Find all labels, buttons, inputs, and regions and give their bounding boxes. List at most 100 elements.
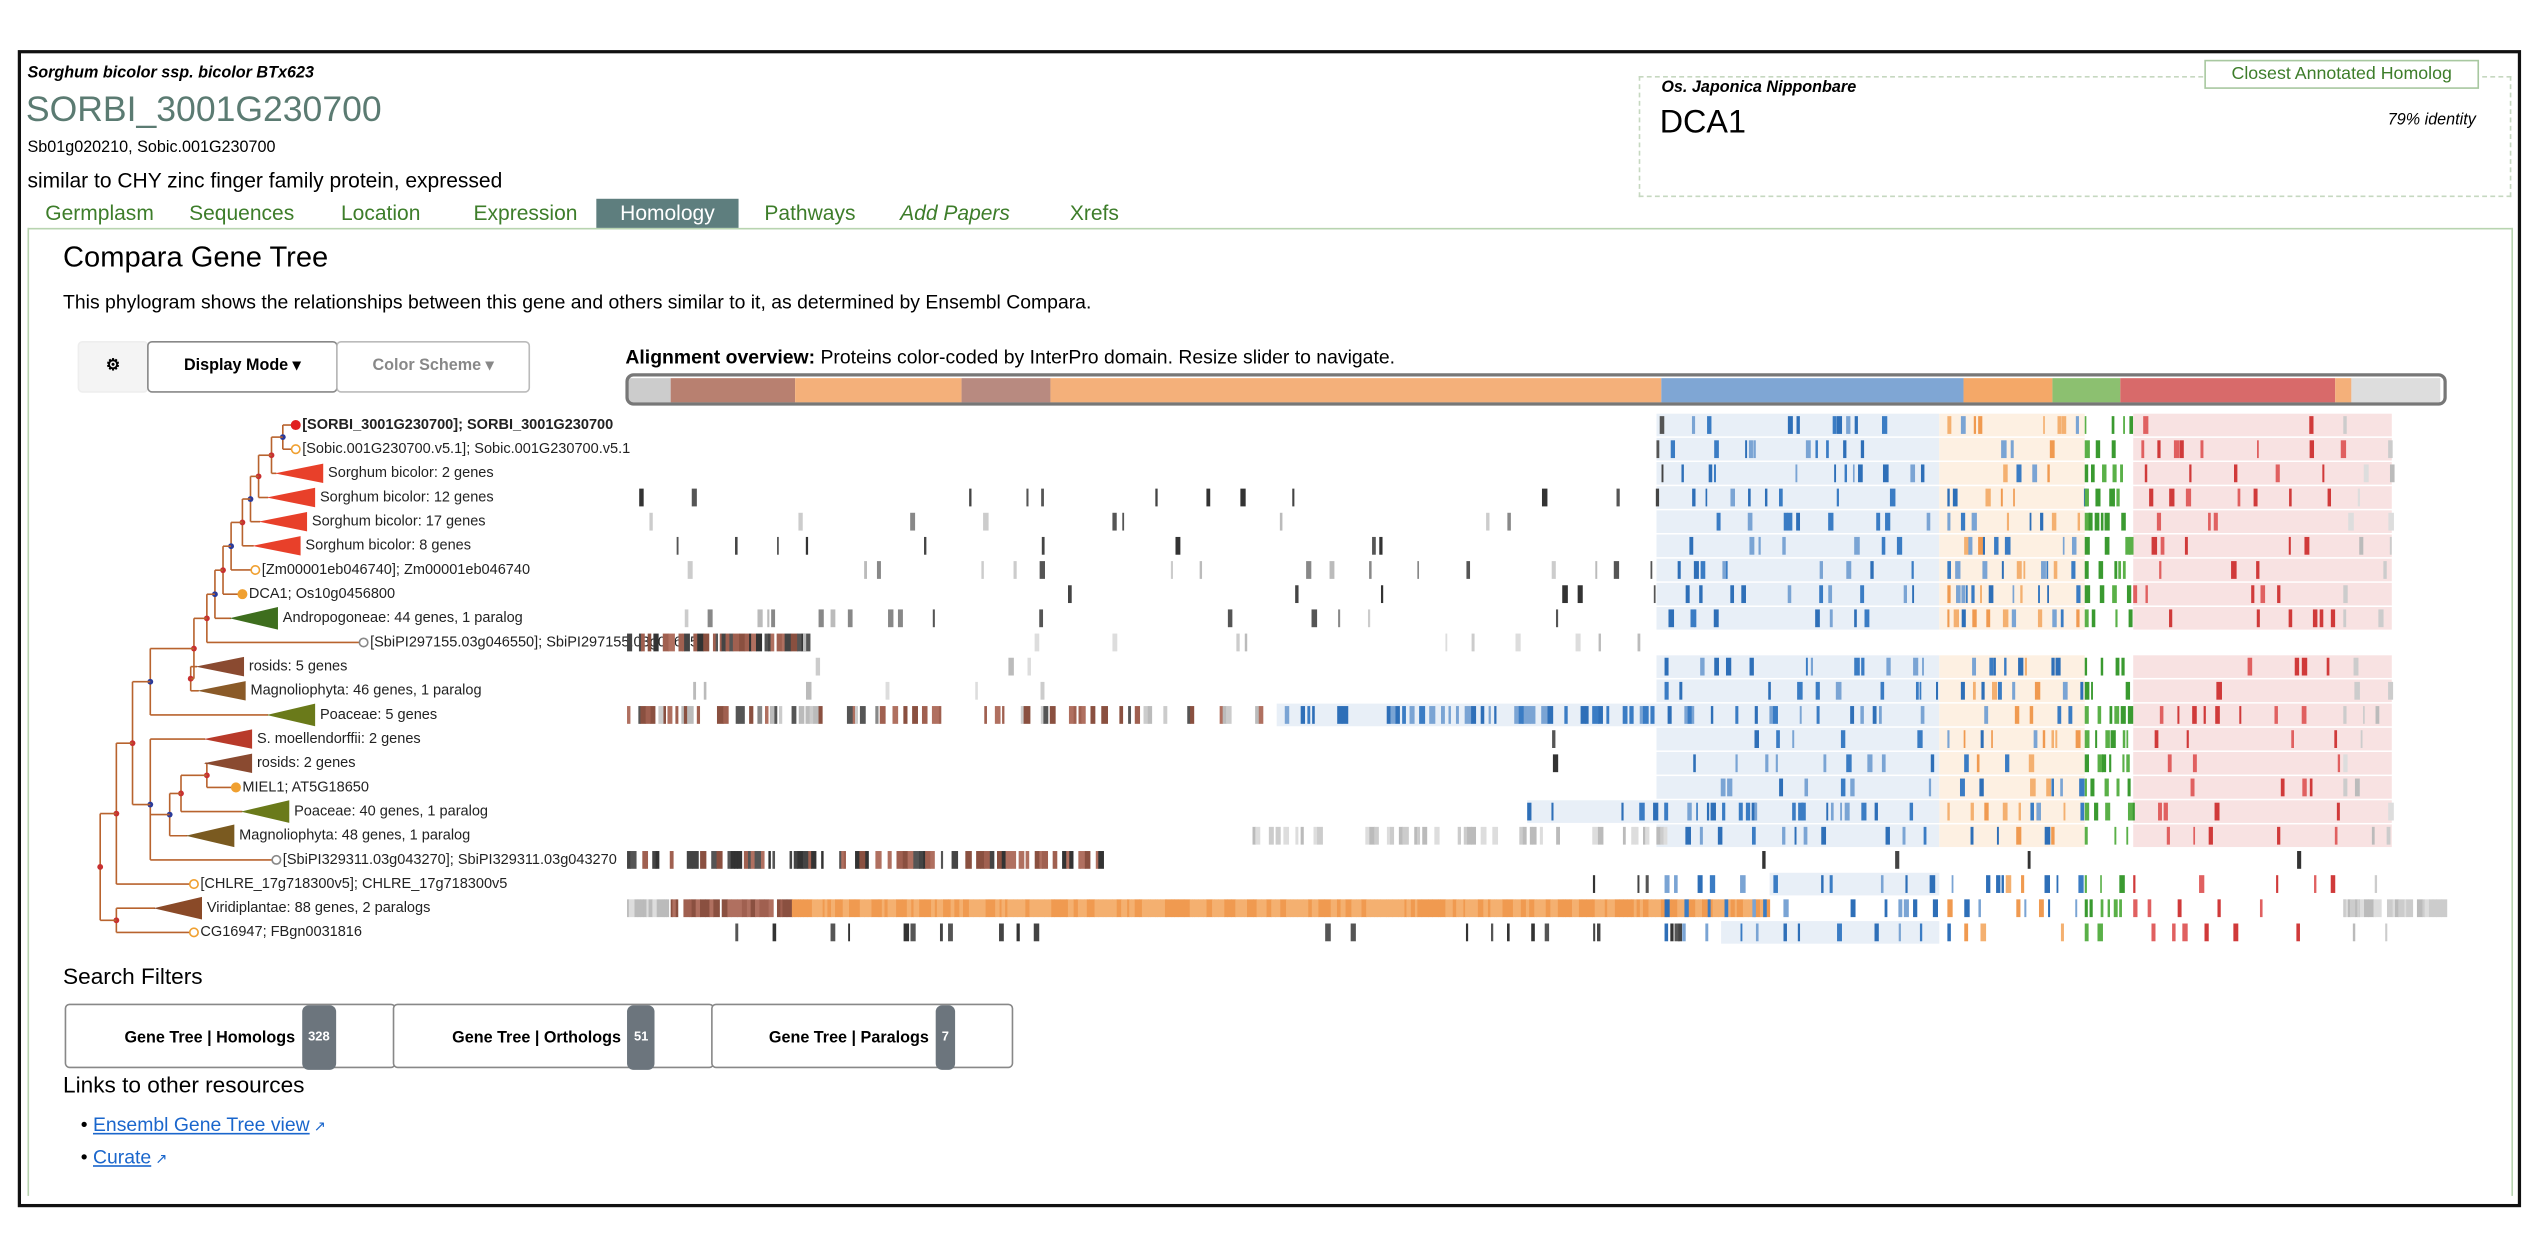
alignment-block (1429, 706, 1436, 724)
alignment-block (2051, 730, 2055, 748)
alignment-block (1066, 851, 1070, 869)
filter-name: Gene Tree | Paralogs (768, 1029, 929, 1048)
alignment-block (1577, 585, 1583, 604)
tab[interactable]: Expression (473, 200, 578, 225)
alignment-background (1939, 800, 2085, 823)
alignment-background (1939, 462, 2085, 485)
link[interactable]: Curate (92, 1145, 152, 1169)
alignment-block (1980, 730, 1984, 748)
alignment-block (1881, 754, 1886, 773)
alignment-block (1685, 826, 1692, 845)
alignment-block (1292, 899, 1298, 918)
alignment-block (1910, 464, 1916, 483)
alignment-block (2363, 464, 2369, 483)
alignment-block (666, 899, 670, 918)
alignment-block (1700, 657, 1705, 676)
link[interactable]: Ensembl Gene Tree view (92, 1113, 310, 1137)
alignment-block (1996, 826, 1999, 845)
tab[interactable]: Add Papers (900, 200, 1010, 225)
link-item: • Curate ↗ (81, 1146, 168, 1169)
alignment-block (719, 633, 723, 652)
alignment-block (1754, 802, 1758, 821)
alignment-block (2233, 464, 2238, 483)
alignment-background (2133, 800, 2392, 823)
alignment-block (749, 706, 754, 724)
alignment-block (1486, 512, 1490, 531)
alignment-block (1515, 899, 1522, 918)
alignment-block (1034, 633, 1040, 652)
alignment-block (1773, 875, 1778, 893)
alignment-block (1835, 681, 1842, 700)
alignment-block (1699, 585, 1703, 604)
alignment-block (1852, 464, 1855, 483)
alignment-block (1020, 706, 1025, 724)
alignment-background (1527, 800, 1940, 823)
alignment-block (831, 899, 836, 918)
alignment-block (1077, 899, 1082, 918)
alignment-block (1972, 609, 1977, 628)
alignment-block (1507, 512, 1511, 531)
alignment-block (1001, 899, 1006, 918)
tab[interactable]: Location (340, 200, 421, 225)
alignment-block (1557, 899, 1564, 918)
bullet: • (80, 1113, 93, 1137)
tab[interactable]: Sequences (189, 200, 295, 225)
color-scheme-button[interactable]: Color Scheme ▾ (336, 340, 531, 393)
alignment-block (1970, 826, 1974, 845)
alignment-block (1854, 536, 1860, 555)
filter-button[interactable]: Gene Tree | Paralogs 7 (711, 1003, 1014, 1070)
alignment-block (2173, 440, 2180, 459)
alignment-block (1466, 561, 1471, 579)
alignment-block (1664, 875, 1670, 893)
alignment-block (1116, 899, 1122, 918)
display-mode-button[interactable]: Display Mode ▾ (147, 340, 338, 393)
tab[interactable]: Pathways (764, 200, 856, 225)
alignment-block (716, 851, 723, 869)
alignment-block (2398, 899, 2405, 918)
alignment-block (1529, 826, 1533, 845)
alignment-background (1656, 462, 1940, 485)
alignment-block (652, 899, 658, 918)
alignment-block (1678, 923, 1683, 942)
alignment-block (700, 851, 707, 869)
filter-button[interactable]: Gene Tree | Homologs 328 (64, 1003, 396, 1070)
alignment-block (693, 681, 697, 700)
alignment-block (1775, 754, 1778, 773)
alignment-block (725, 633, 730, 652)
alignment-block (1903, 899, 1909, 918)
alignment-block (1474, 899, 1479, 918)
alignment-block (1192, 899, 1195, 918)
tab[interactable]: Germplasm (45, 200, 154, 225)
alignment-block (2343, 416, 2347, 434)
alignment-block (2080, 802, 2085, 821)
alignment-block (703, 633, 710, 652)
alignment-block (727, 899, 732, 918)
alignment-block (1796, 416, 1800, 434)
alignment-block (1698, 899, 1701, 918)
color-scheme-label: Color Scheme (372, 357, 482, 375)
alignment-block (1691, 706, 1695, 724)
filter-button[interactable]: Gene Tree | Orthologs 51 (392, 1003, 715, 1070)
alignment-block (1653, 802, 1659, 821)
alignment-block (1366, 899, 1371, 918)
alignment-block (1700, 899, 1703, 918)
alignment-block (2334, 826, 2338, 845)
alignment-block (798, 512, 803, 531)
tab[interactable]: Homology (596, 198, 739, 228)
alignment-block (2071, 536, 2077, 555)
alignment-block (1629, 706, 1634, 724)
tab[interactable]: Xrefs (1069, 200, 1119, 225)
alignment-block (1830, 802, 1834, 821)
alignment-block (645, 706, 652, 724)
alignment-block (1008, 657, 1014, 676)
alignment-block (2016, 826, 2022, 845)
alignment-block (855, 706, 858, 724)
alignment-block (2003, 464, 2008, 483)
alignment-block (713, 899, 720, 918)
alignment-block (2084, 706, 2089, 724)
filter-count: 51 (627, 1005, 655, 1070)
alignment-background (2133, 437, 2392, 461)
alignment-block (2151, 536, 2158, 555)
alignment-block (1854, 609, 1857, 628)
